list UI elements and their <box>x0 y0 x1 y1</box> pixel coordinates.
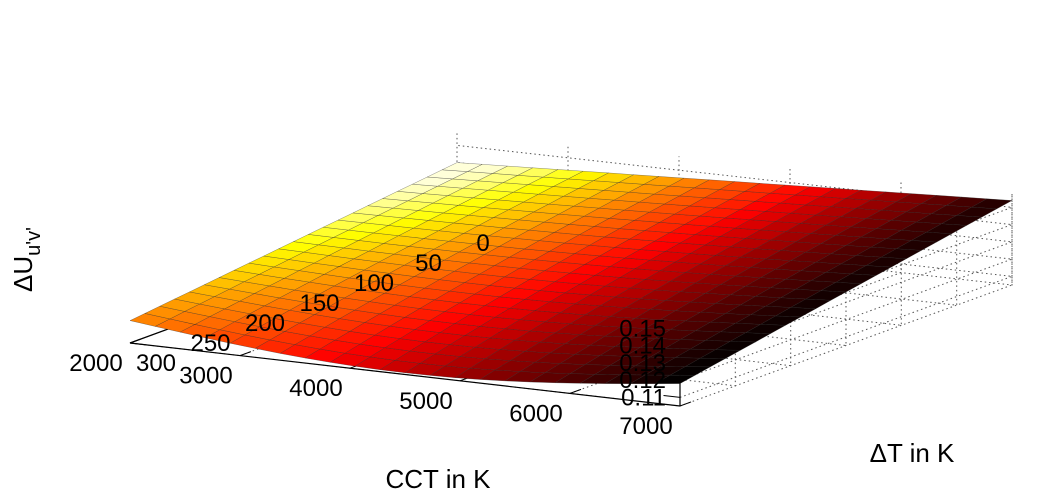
y-tick-mark <box>129 342 147 346</box>
y-axis-label: ΔT in K <box>870 438 955 468</box>
z-tick-label: 0.14 <box>619 333 666 360</box>
x-tick-mark <box>679 401 692 407</box>
z-tick-label: 0.11 <box>621 384 666 411</box>
surface-patch <box>441 162 484 172</box>
x-tick-label: 6000 <box>509 400 562 427</box>
chart-surface <box>129 162 1013 384</box>
x-tick-label: 7000 <box>619 413 672 440</box>
x-axis-line <box>129 342 681 407</box>
y-tick-label: 300 <box>136 350 176 377</box>
z-axis-label: ΔUu'v' <box>8 227 45 292</box>
x-tick-mark <box>569 388 582 394</box>
z-tick-mark <box>663 394 681 398</box>
z-axis-label-subscript: u'v' <box>23 227 45 256</box>
x-tick-label: 5000 <box>399 388 452 415</box>
z-tick-label: 0.15 <box>619 315 666 342</box>
grid-line-x <box>679 193 1013 407</box>
x-tick-label: 3000 <box>179 363 232 390</box>
y-tick-label: 100 <box>354 270 394 297</box>
z-axis-label-main: ΔU <box>8 256 38 292</box>
grid-line-y <box>456 193 1013 286</box>
y-tick-label: 50 <box>415 250 442 277</box>
chart-tick-labels: 7000 6000 5000 4000 3000 2000 0 50 100 150 200 250 3… <box>69 230 672 440</box>
x-tick-label: 2000 <box>69 350 122 377</box>
x-tick-label: 4000 <box>289 375 342 402</box>
y-tick-label: 250 <box>190 330 230 357</box>
y-tick-label: 0 <box>476 230 489 257</box>
y-tick-label: 150 <box>299 290 339 317</box>
z-tick-label: 0.12 <box>619 367 666 394</box>
x-tick-mark <box>129 338 142 344</box>
x-axis-label: CCT in K <box>386 464 492 494</box>
z-tick-label: 0.13 <box>619 350 666 377</box>
x-tick-mark <box>239 351 252 357</box>
y-tick-label: 200 <box>245 310 285 337</box>
